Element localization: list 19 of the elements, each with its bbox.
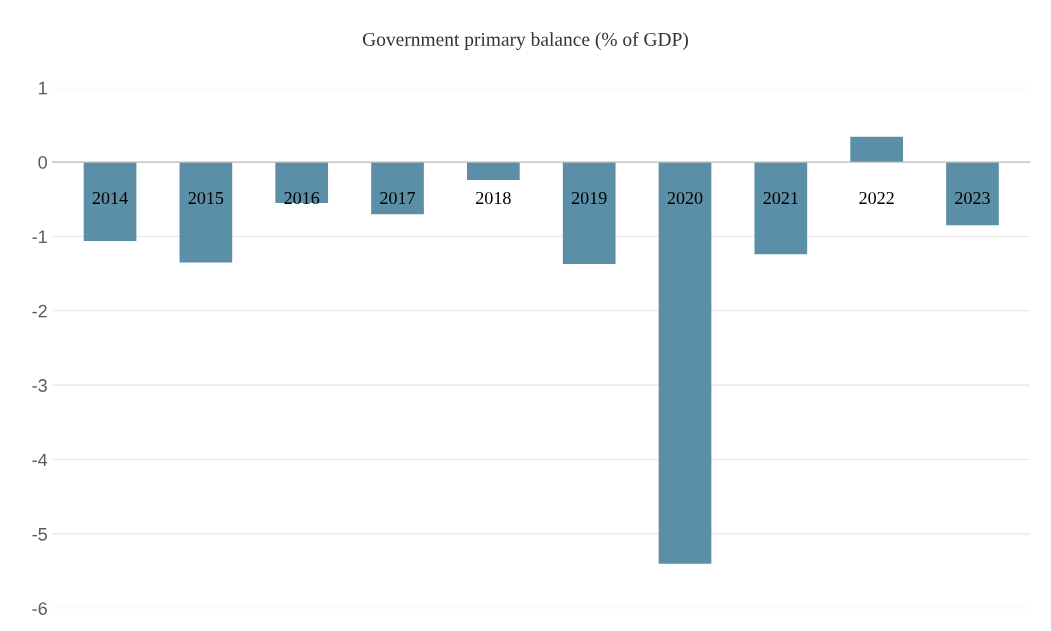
y-tick-label: -5: [32, 528, 47, 541]
y-tick-label: -4: [32, 453, 48, 467]
y-tick-label: 0: [38, 156, 47, 169]
x-tick-label: 2014: [92, 191, 128, 205]
x-tick-label: 2022: [859, 191, 894, 205]
x-tick-label: 2019: [571, 191, 607, 205]
x-tick-label: 2017: [380, 191, 416, 205]
y-tick-label: -6: [32, 602, 47, 615]
x-tick-label: 2016: [284, 191, 320, 205]
x-tick-label: 2018: [476, 191, 511, 205]
y-tick-label: -2: [32, 304, 47, 318]
x-tick-label: 2023: [955, 191, 990, 205]
y-tick-label: -3: [32, 379, 47, 392]
x-tick-label: 2021: [763, 191, 798, 205]
x-tick-label: 2020: [667, 191, 703, 205]
y-tick-label: 1: [39, 81, 47, 95]
x-tick-label: 2015: [188, 191, 224, 205]
y-tick-label: -1: [32, 230, 47, 243]
chart-title: Government primary balance (% of GDP): [362, 32, 688, 50]
